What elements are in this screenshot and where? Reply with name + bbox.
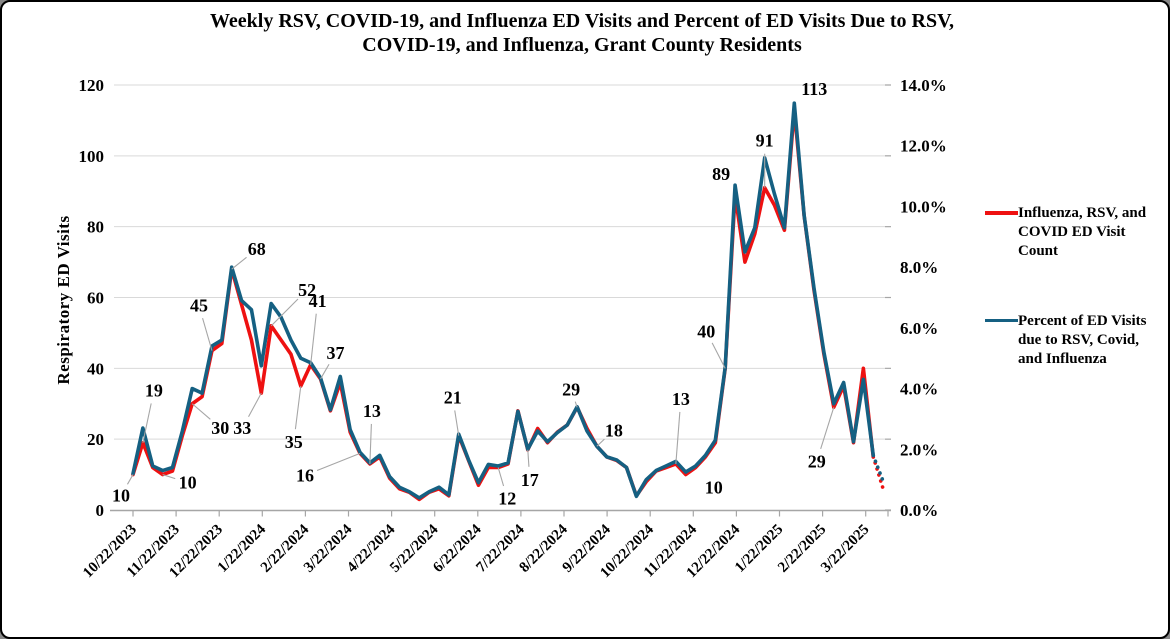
data-label: 16 <box>296 465 314 485</box>
data-label: 35 <box>285 432 303 452</box>
data-label-leader-line <box>126 474 134 485</box>
data-label: 29 <box>562 379 580 399</box>
data-label: 21 <box>444 388 462 408</box>
data-label: 12 <box>498 489 516 509</box>
data-label: 37 <box>327 343 345 363</box>
data-label: 10 <box>179 473 197 493</box>
left-axis-tick-label: 60 <box>87 289 104 308</box>
data-label-leader-line <box>142 403 152 443</box>
data-label-leader-line <box>711 342 726 369</box>
legend-item-count: Influenza, RSV, and COVID ED Visit Count <box>985 204 1167 261</box>
data-label: 52 <box>298 280 316 300</box>
data-label-leader-line <box>231 256 247 270</box>
right-axis-tick-labels: 0.0% 2.0% 4.0% 6.0% 8.0% 10.0% 12.0% 14.0% <box>900 76 947 520</box>
left-axis-tick-label: 20 <box>87 430 104 449</box>
data-label: 19 <box>145 381 163 401</box>
right-axis-tick-label: 0.0% <box>900 501 938 520</box>
data-label: 33 <box>233 418 251 438</box>
left-axis-tick-label: 0 <box>96 501 105 520</box>
data-label-leader-line <box>820 407 835 450</box>
chart-title-line-2: COVID-19, and Influenza, Grant County Re… <box>362 34 802 56</box>
data-label-leader-line <box>162 474 176 480</box>
data-label: 13 <box>363 401 381 421</box>
data-label: 17 <box>521 470 539 490</box>
legend-label-percent: Percent of ED Visits due to RSV, Covid, … <box>1018 313 1147 367</box>
data-label-leader-line <box>316 452 361 472</box>
right-axis-tick-label: 14.0% <box>900 76 947 95</box>
right-axis-tick-label: 8.0% <box>900 258 938 277</box>
data-label: 41 <box>309 291 327 311</box>
data-label: 10 <box>112 486 130 506</box>
data-label: 91 <box>756 131 774 151</box>
right-axis-tick-label: 12.0% <box>900 137 947 156</box>
data-label: 18 <box>605 420 623 440</box>
data-label: 89 <box>712 164 730 184</box>
data-label-leader-line <box>497 467 505 487</box>
right-axis-ticks <box>885 84 891 511</box>
left-axis-tick-label: 100 <box>79 147 105 166</box>
data-label: 40 <box>697 321 715 341</box>
legend-item-percent: Percent of ED Visits due to RSV, Covid, … <box>985 312 1167 369</box>
data-label-leader-line <box>310 313 317 365</box>
x-axis-tick-labels: 10/22/202311/22/202312/22/20231/22/20242… <box>80 521 872 581</box>
left-axis-tick-label: 40 <box>87 359 104 378</box>
data-label-leader-line <box>202 317 213 351</box>
percent-series-line <box>131 101 885 500</box>
right-axis-tick-label: 2.0% <box>900 440 938 459</box>
data-label-leader-line <box>454 410 460 436</box>
data-label: 68 <box>248 239 266 259</box>
data-label-leader-line <box>320 363 330 380</box>
chart-title: Weekly RSV, COVID-19, and Influenza ED V… <box>87 9 1077 57</box>
data-label-leader-line <box>248 392 262 417</box>
data-label-leader-line <box>191 403 211 420</box>
data-label-leader-line <box>574 401 578 408</box>
data-label: 45 <box>190 296 208 316</box>
legend: Influenza, RSV, and COVID ED Visit Count… <box>985 204 1167 420</box>
data-label-leader-line <box>369 423 372 464</box>
x-axis <box>110 509 891 517</box>
left-axis-tick-label: 120 <box>79 76 105 95</box>
x-axis-tick-label: 3/22/2025 <box>818 522 872 576</box>
data-label-leader-line <box>270 298 299 327</box>
data-label-leader-line <box>596 438 605 447</box>
right-axis-tick-label: 6.0% <box>900 319 938 338</box>
data-label: 10 <box>705 478 723 498</box>
percent-line-swatch <box>985 319 1018 322</box>
data-label: 113 <box>801 79 827 99</box>
legend-label-count: Influenza, RSV, and COVID ED Visit Count <box>1018 205 1147 259</box>
data-label-leader-line <box>527 449 530 467</box>
left-axis-tick-labels: 0 20 40 60 80 100 120 <box>79 76 105 520</box>
left-axis-tick-label: 80 <box>87 218 104 237</box>
right-axis-tick-label: 10.0% <box>900 197 947 216</box>
count-line-swatch <box>985 211 1018 215</box>
chart-title-line-1: Weekly RSV, COVID-19, and Influenza ED V… <box>210 10 954 32</box>
data-label: 13 <box>672 389 690 409</box>
data-label: 29 <box>808 451 826 471</box>
data-label-leader-line <box>294 385 302 430</box>
data-label-leader-line <box>675 411 681 465</box>
data-label: 30 <box>211 418 229 438</box>
right-axis-tick-label: 4.0% <box>900 380 938 399</box>
